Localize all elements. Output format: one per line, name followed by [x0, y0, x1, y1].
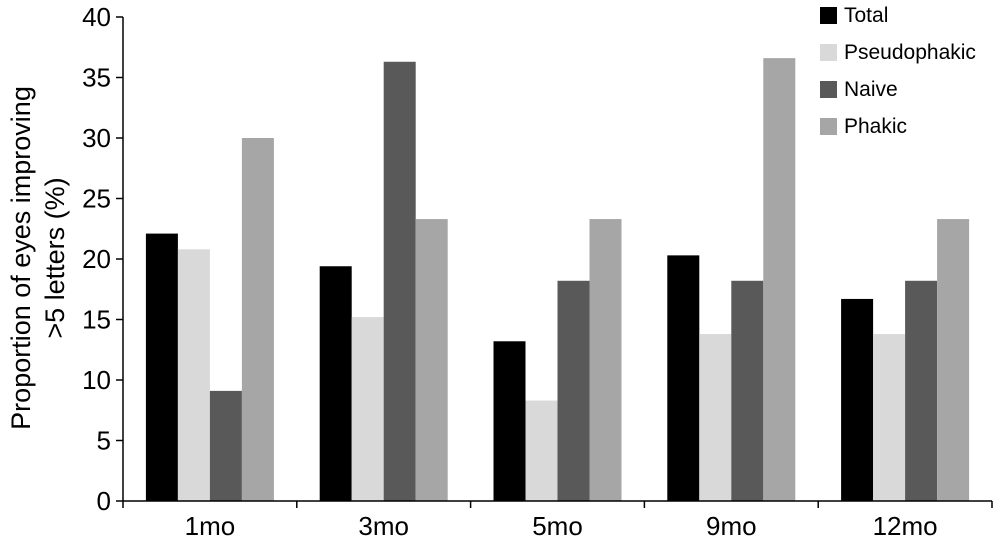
y-tick-label: 5 [97, 426, 111, 456]
bar-phakic-12mo [937, 219, 970, 501]
bar-total-3mo [319, 266, 352, 501]
bars [145, 58, 970, 502]
bar-naive-9mo [731, 280, 764, 501]
legend-label-total: Total [844, 4, 888, 27]
y-tick-label: 30 [82, 123, 111, 153]
legend-label-phakic: Phakic [844, 115, 907, 138]
bar-total-5mo [493, 341, 526, 501]
bar-pseudophakic-5mo [525, 400, 558, 501]
legend-swatch-pseudophakic [820, 44, 837, 61]
legend: Total Pseudophakic Naive Phakic [820, 4, 976, 138]
legend-label-naive: Naive [844, 78, 898, 101]
bar-naive-3mo [383, 61, 416, 502]
x-tick-label: 9mo [706, 511, 757, 541]
y-axis-title: Proportion of eyes improving >5 letters … [6, 86, 70, 430]
x-tick-label: 1mo [185, 511, 236, 541]
x-tick-label: 5mo [532, 511, 583, 541]
x-ticks: 1mo 3mo 5mo 9mo 12mo [122, 501, 993, 541]
bar-pseudophakic-12mo [873, 334, 906, 501]
y-tick-label: 10 [82, 365, 111, 395]
y-ticks: 0 5 10 15 20 25 30 35 40 [82, 2, 123, 516]
y-tick-label: 35 [82, 63, 111, 93]
y-axis-title-line-2: >5 letters (%) [40, 177, 70, 338]
bar-pseudophakic-9mo [699, 334, 732, 501]
bar-pseudophakic-1mo [177, 249, 210, 501]
bar-phakic-3mo [415, 219, 448, 501]
bar-pseudophakic-3mo [351, 317, 384, 501]
y-tick-label: 25 [82, 184, 111, 214]
bar-phakic-5mo [589, 219, 622, 501]
legend-label-pseudophakic: Pseudophakic [844, 41, 976, 64]
y-axis-title-line-1: Proportion of eyes improving [6, 86, 36, 430]
legend-swatch-total [820, 7, 837, 24]
x-tick-label: 3mo [358, 511, 409, 541]
y-tick-label: 0 [97, 486, 111, 516]
y-tick-label: 15 [82, 305, 111, 335]
bar-phakic-9mo [763, 58, 796, 501]
bar-total-9mo [667, 255, 700, 501]
bar-total-12mo [841, 298, 874, 501]
legend-swatch-naive [820, 81, 837, 98]
bar-phakic-1mo [241, 138, 274, 501]
bar-naive-1mo [209, 390, 242, 501]
legend-swatch-phakic [820, 118, 837, 135]
y-tick-label: 20 [82, 244, 111, 274]
x-tick-label: 12mo [873, 511, 938, 541]
y-tick-label: 40 [82, 2, 111, 32]
bar-naive-12mo [905, 280, 938, 501]
bar-total-1mo [145, 233, 178, 501]
bar-naive-5mo [557, 280, 590, 501]
